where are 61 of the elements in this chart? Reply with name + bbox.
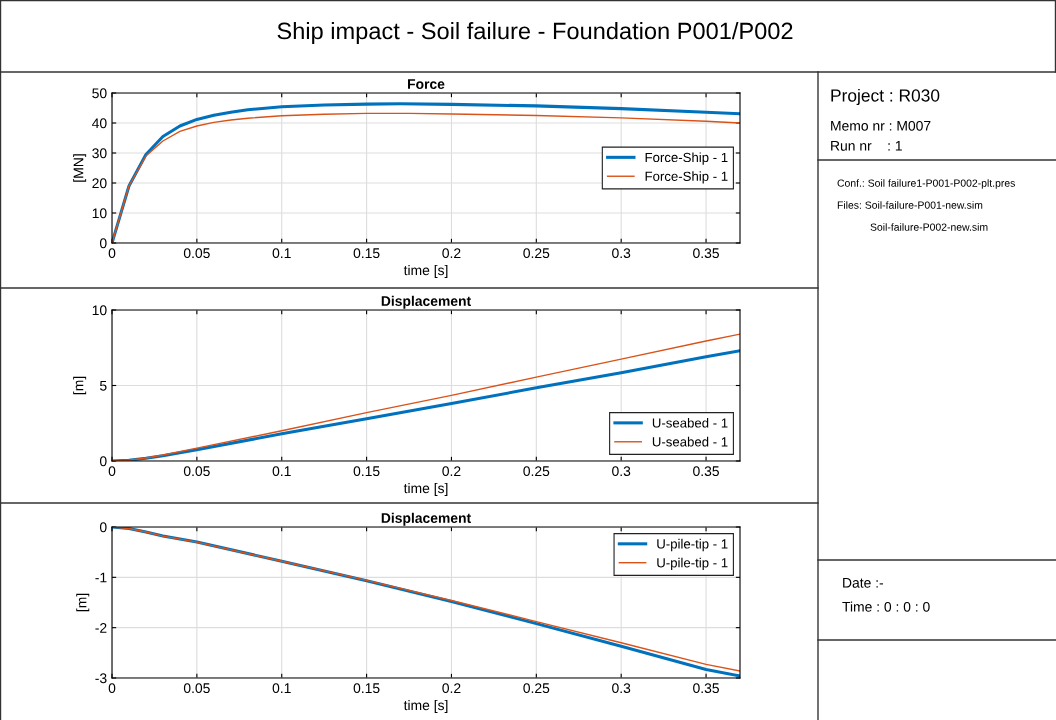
x-tick-label: 0.35 bbox=[693, 466, 719, 477]
chart-title: Displacement bbox=[381, 512, 471, 526]
x-tick-label: 0.05 bbox=[183, 248, 210, 259]
y-tick-label: 10 bbox=[92, 208, 107, 219]
text: Memo nr : M007 bbox=[831, 120, 931, 131]
x-tick-label: 0.25 bbox=[523, 466, 550, 477]
y-tick-label: 40 bbox=[92, 118, 107, 129]
y-tick-label: 0 bbox=[99, 522, 107, 533]
text: Conf.: Soil failure1-P001-P002-plt.pres bbox=[837, 179, 1015, 189]
legend-label: U-pile-tip - 1 bbox=[657, 538, 728, 552]
x-axis-title: time [s] bbox=[403, 264, 448, 278]
y-tick-label: 30 bbox=[92, 148, 107, 159]
text: Time : 0 : 0 : 0 bbox=[842, 601, 930, 612]
x-tick-label: 0.05 bbox=[183, 466, 210, 477]
x-tick-label: 0.25 bbox=[523, 683, 550, 694]
text: Files: Soil-failure-P001-new.sim bbox=[837, 201, 983, 209]
y-tick-label: -1 bbox=[95, 572, 107, 583]
chart-title: Force bbox=[408, 79, 445, 89]
x-tick-label: 0.2 bbox=[442, 466, 461, 477]
legend-label: U-seabed - 1 bbox=[652, 417, 728, 428]
y-tick-label: -3 bbox=[95, 673, 107, 684]
y-tick-label: 50 bbox=[92, 88, 107, 99]
chart-title: Displacement bbox=[381, 295, 471, 309]
text: Ship impact - Soil failure - Foundation P001/P002 bbox=[277, 22, 793, 44]
y-tick-label: 5 bbox=[99, 380, 107, 391]
x-tick-label: 0 bbox=[108, 248, 116, 259]
x-tick-label: 0.3 bbox=[612, 683, 631, 694]
x-tick-label: 0.1 bbox=[272, 466, 291, 477]
y-tick-label: -2 bbox=[95, 623, 107, 633]
x-tick-label: 0 bbox=[108, 683, 116, 694]
y-axis-title: [m] bbox=[76, 593, 90, 612]
x-tick-label: 0.2 bbox=[442, 248, 461, 259]
x-tick-label: 0.35 bbox=[693, 683, 719, 694]
legend-label: U-pile-tip - 1 bbox=[657, 557, 728, 571]
y-axis-title: [MN] bbox=[73, 154, 87, 182]
x-tick-label: 0.35 bbox=[693, 248, 719, 259]
x-tick-label: 0 bbox=[108, 466, 116, 477]
text: Project : R030 bbox=[831, 88, 940, 106]
x-tick-label: 0.15 bbox=[353, 248, 380, 259]
y-tick-label: 20 bbox=[92, 178, 107, 189]
y-axis-title: [m] bbox=[73, 376, 87, 395]
legend-label: Force-Ship - 1 bbox=[645, 152, 728, 165]
text: Date :- bbox=[843, 578, 884, 588]
x-tick-label: 0.1 bbox=[272, 683, 291, 694]
x-tick-label: 0.05 bbox=[183, 683, 210, 694]
x-tick-label: 0.2 bbox=[442, 683, 461, 694]
legend-label: U-seabed - 1 bbox=[652, 436, 728, 447]
x-tick-label: 0.1 bbox=[272, 248, 291, 259]
text: Run nr : 1 bbox=[831, 141, 902, 151]
x-axis-title: time [s] bbox=[403, 482, 448, 496]
x-tick-label: 0.3 bbox=[612, 248, 631, 259]
y-tick-label: 0 bbox=[99, 238, 107, 249]
x-tick-label: 0.3 bbox=[612, 466, 631, 477]
x-tick-label: 0.25 bbox=[523, 248, 550, 259]
legend-label: Force-Ship - 1 bbox=[645, 171, 728, 184]
y-tick-label: 0 bbox=[99, 456, 107, 467]
text: Soil-failure-P002-new.sim bbox=[870, 223, 988, 231]
y-tick-label: 10 bbox=[92, 305, 107, 316]
x-tick-label: 0.15 bbox=[353, 466, 380, 477]
x-tick-label: 0.15 bbox=[353, 683, 380, 694]
x-axis-title: time [s] bbox=[403, 699, 448, 713]
